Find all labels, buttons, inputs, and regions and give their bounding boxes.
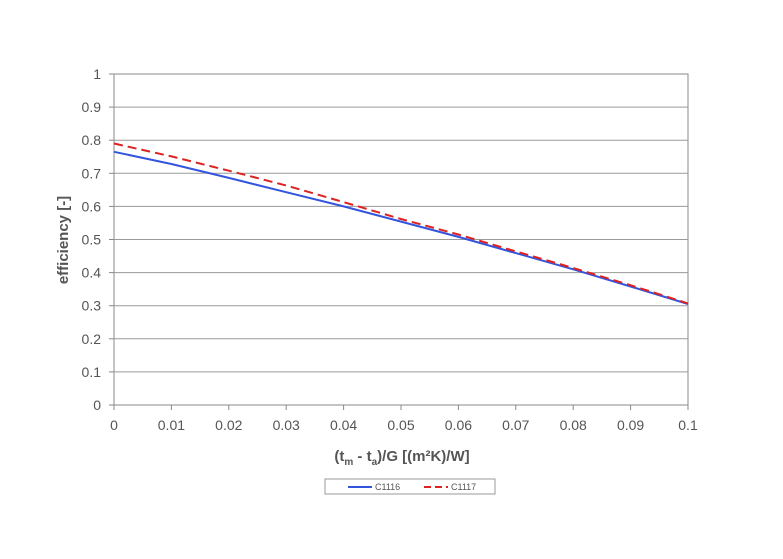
y-tick-label: 0.1	[82, 364, 102, 380]
x-tick-label: 0.05	[387, 417, 414, 433]
x-tick-label: 0.09	[617, 417, 644, 433]
y-tick-label: 0.3	[82, 298, 102, 314]
x-axis-title: (tm - ta)/G [(m²K)/W]	[334, 448, 469, 468]
y-axis-ticks: 0 0.1 0.2 0.3 0.4 0.5 0.6 0.7 0.8 0.9 1	[82, 66, 114, 413]
x-tick-label: 0.02	[215, 417, 242, 433]
series-group	[113, 142, 689, 305]
y-tick-label: 0.5	[82, 232, 102, 248]
x-tick-label: 0.06	[445, 417, 472, 433]
x-title-part-rest: )/G [(m²K)/W]	[377, 448, 469, 465]
y-tick-label: 0.6	[82, 198, 102, 214]
x-axis-ticks: 0 0.01 0.02 0.03 0.04 0.05 0.06 0.07 0.08 0.09 0.1	[110, 405, 698, 433]
legend: C1116 C1117	[324, 478, 496, 495]
legend-label-c1116: C1116	[375, 482, 400, 492]
x-tick-label: 0.08	[560, 417, 587, 433]
y-axis-title: efficiency [-]	[55, 196, 72, 284]
x-tick-label: 0.04	[330, 417, 357, 433]
x-tick-label: 0.07	[502, 417, 529, 433]
y-tick-label: 0.2	[82, 331, 102, 347]
x-tick-label: 0.1	[678, 417, 698, 433]
y-tick-label: 0.4	[82, 265, 102, 281]
y-tick-label: 0.9	[82, 99, 102, 115]
series-line-c1116	[113, 150, 689, 305]
x-title-part-open: (t	[334, 448, 344, 465]
x-tick-label: 0	[110, 417, 118, 433]
y-tick-label: 0	[93, 397, 101, 413]
y-tick-label: 1	[93, 66, 101, 82]
legend-box	[324, 478, 496, 495]
x-title-sub-a: a	[372, 457, 378, 468]
y-tick-label: 0.7	[82, 165, 102, 181]
legend-label-c1117: C1117	[451, 482, 476, 492]
x-tick-label: 0.01	[158, 417, 185, 433]
series-line-c1117	[113, 142, 689, 305]
y-tick-label: 0.8	[82, 132, 102, 148]
x-title-part-minus: - t	[353, 448, 371, 465]
x-title-sub-m: m	[344, 457, 353, 468]
grid-lines	[114, 106, 688, 373]
x-tick-label: 0.03	[273, 417, 300, 433]
